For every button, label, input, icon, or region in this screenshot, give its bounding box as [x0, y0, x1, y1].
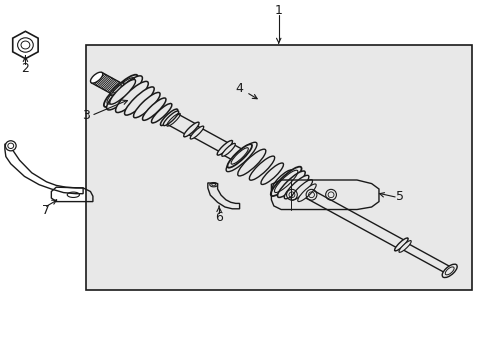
Ellipse shape — [394, 238, 407, 251]
Text: 5: 5 — [395, 190, 403, 203]
Ellipse shape — [142, 98, 165, 120]
Ellipse shape — [297, 184, 316, 202]
Ellipse shape — [151, 104, 171, 123]
Ellipse shape — [90, 72, 102, 83]
Text: 7: 7 — [42, 204, 50, 217]
Text: 3: 3 — [81, 109, 89, 122]
Ellipse shape — [106, 76, 142, 110]
Ellipse shape — [237, 149, 265, 176]
Ellipse shape — [160, 109, 177, 126]
Ellipse shape — [277, 171, 305, 197]
Ellipse shape — [109, 80, 135, 104]
Text: 6: 6 — [215, 211, 223, 224]
Ellipse shape — [110, 82, 123, 95]
Ellipse shape — [225, 142, 257, 172]
Ellipse shape — [441, 264, 456, 278]
Ellipse shape — [270, 167, 301, 196]
Ellipse shape — [103, 75, 138, 107]
Ellipse shape — [133, 93, 160, 118]
Text: 1: 1 — [274, 4, 282, 17]
Ellipse shape — [249, 156, 274, 180]
Ellipse shape — [290, 180, 312, 200]
Text: 4: 4 — [235, 82, 257, 99]
Ellipse shape — [217, 140, 232, 155]
Ellipse shape — [163, 111, 178, 126]
Polygon shape — [13, 31, 38, 59]
Ellipse shape — [5, 141, 16, 151]
Ellipse shape — [227, 144, 251, 168]
Ellipse shape — [272, 170, 292, 189]
Ellipse shape — [398, 240, 410, 252]
Ellipse shape — [183, 122, 199, 137]
Ellipse shape — [261, 163, 283, 184]
Text: 2: 2 — [21, 62, 29, 75]
Ellipse shape — [124, 87, 154, 115]
FancyBboxPatch shape — [85, 45, 471, 290]
Ellipse shape — [222, 143, 235, 156]
Ellipse shape — [284, 175, 308, 199]
Ellipse shape — [115, 81, 148, 113]
Ellipse shape — [190, 126, 203, 139]
